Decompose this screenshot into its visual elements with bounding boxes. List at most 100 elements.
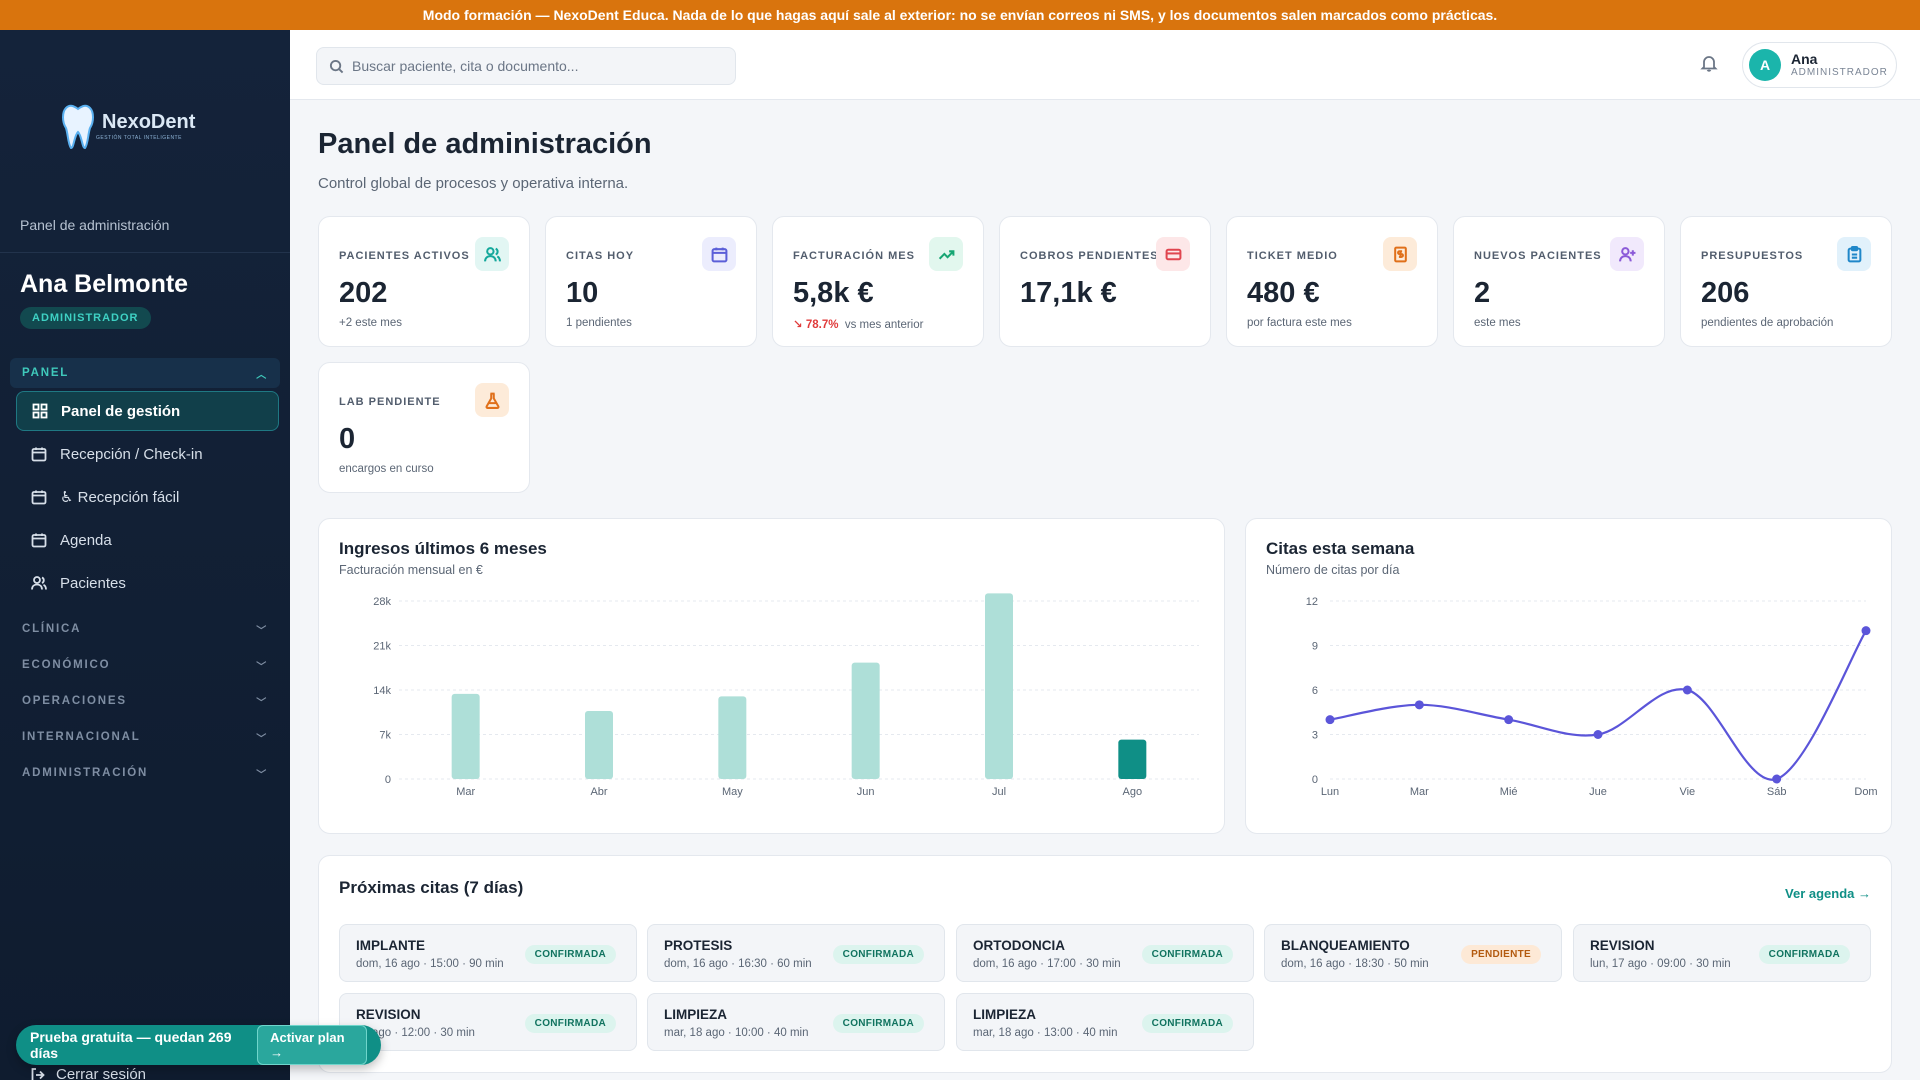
activate-plan-button[interactable]: Activar plan → (257, 1025, 367, 1065)
chevron-up-icon: ︿ (256, 369, 268, 381)
kpi-card-presupuestos[interactable]: PRESUPUESTOS 206 pendientes de aprobació… (1680, 216, 1892, 347)
bell-icon[interactable] (1700, 54, 1722, 76)
bar-jul (985, 593, 1013, 779)
kpi-card-lab-pendiente[interactable]: LAB PENDIENTE 0 encargos en curso (318, 362, 530, 493)
appointment-item[interactable]: LIMPIEZA mar, 18 ago · 13:00 · 40 min CO… (956, 993, 1254, 1051)
appointment-item[interactable]: ORTODONCIA dom, 16 ago · 17:00 · 30 min … (956, 924, 1254, 982)
kpi-card-citas-hoy[interactable]: CITAS HOY 10 1 pendientes (545, 216, 757, 347)
user-name: Ana (1791, 50, 1818, 67)
chart-title: Citas esta semana (1266, 539, 1415, 558)
appointment-item[interactable]: IMPLANTE dom, 16 ago · 15:00 · 90 min CO… (339, 924, 637, 982)
point-6 (1861, 626, 1871, 636)
sidebar-item-recepcion-checkin[interactable]: Recepción / Check-in (16, 434, 279, 474)
bar-abr (585, 710, 613, 779)
kpi-note: por factura este mes (1247, 317, 1352, 329)
x-tick-label: Mar (1410, 786, 1429, 798)
x-tick-label: May (722, 786, 743, 798)
appointment-meta: dom, 16 ago · 15:00 · 90 min (356, 958, 504, 970)
appointment-meta: lun, 17 ago · 09:00 · 30 min (1590, 958, 1731, 970)
section-economico-label: ECONÓMICO (22, 659, 111, 671)
appointment-item[interactable]: REVISION lun, 17 ago · 09:00 · 30 min CO… (1573, 924, 1871, 982)
chevron-down-icon: ﹀ (256, 733, 268, 745)
sidebar-role-badge: ADMINISTRADOR (20, 307, 151, 329)
status-badge: CONFIRMADA (1141, 1014, 1233, 1033)
appointment-meta: 17 ago · 12:00 · 30 min (356, 1027, 475, 1039)
point-0 (1325, 715, 1335, 725)
section-administracion[interactable]: ADMINISTRACIÓN ﹀ (10, 758, 280, 788)
appointments-title: Próximas citas (7 días) (339, 878, 524, 897)
y-tick-label: 0 (385, 774, 391, 786)
y-tick-label: 28k (373, 596, 391, 608)
page-title: Panel de administración (318, 128, 652, 160)
brand-logo[interactable]: NexoDent GESTIÓN TOTAL INTELIGENTE (60, 100, 200, 152)
chevron-down-icon: ﹀ (256, 697, 268, 709)
section-operaciones[interactable]: OPERACIONES ﹀ (10, 686, 280, 716)
chevron-down-icon: ﹀ (256, 625, 268, 637)
y-tick-label: 21k (373, 641, 391, 653)
kpi-card-pacientes-activos[interactable]: PACIENTES ACTIVOS 202 +2 este mes (318, 216, 530, 347)
receipt-icon (1383, 237, 1417, 271)
appointment-title: REVISION (1590, 938, 1655, 953)
section-administracion-label: ADMINISTRACIÓN (22, 767, 149, 779)
appointment-item[interactable]: BLANQUEAMIENTO dom, 16 ago · 18:30 · 50 … (1264, 924, 1562, 982)
sidebar-item-agenda[interactable]: Agenda (16, 520, 279, 560)
y-tick-label: 6 (1312, 685, 1318, 697)
kpi-card-nuevos-pacientes[interactable]: NUEVOS PACIENTES 2 este mes (1453, 216, 1665, 347)
appointment-item[interactable]: REVISION 17 ago · 12:00 · 30 min CONFIRM… (339, 993, 637, 1051)
appointment-title: LIMPIEZA (664, 1007, 727, 1022)
view-agenda-link[interactable]: Ver agenda → (1785, 886, 1871, 901)
appointments-line-chart: 0 3 6 9 12 Lun Mar Mié Jue Vie Sáb Dom (1306, 596, 1878, 798)
kpi-label: PRESUPUESTOS (1701, 250, 1804, 262)
kpi-note: encargos en curso (339, 463, 434, 475)
flask-icon (475, 383, 509, 417)
topbar: Buscar paciente, cita o documento... A A… (290, 30, 1920, 100)
appointment-meta: dom, 16 ago · 16:30 · 60 min (664, 958, 812, 970)
training-mode-banner: Modo formación — NexoDent Educa. Nada de… (0, 0, 1920, 30)
appointment-title: REVISION (356, 1007, 421, 1022)
calendar-icon (30, 488, 48, 506)
kpi-label: FACTURACIÓN MES (793, 250, 915, 262)
sidebar-user-name: Ana Belmonte (20, 270, 189, 298)
sidebar: NexoDent GESTIÓN TOTAL INTELIGENTE Panel… (0, 30, 290, 1080)
sidebar-item-label: ♿ Recepción fácil (60, 489, 180, 506)
search-input[interactable]: Buscar paciente, cita o documento... (316, 47, 736, 85)
section-economico[interactable]: ECONÓMICO ﹀ (10, 650, 280, 680)
trend-down-value: ↘ 78.7% (793, 319, 839, 331)
kpi-card-cobros-pendientes[interactable]: COBROS PENDIENTES 17,1k € (999, 216, 1211, 347)
appointment-item[interactable]: LIMPIEZA mar, 18 ago · 10:00 · 40 min CO… (647, 993, 945, 1051)
user-menu[interactable]: A Ana ADMINISTRADOR (1742, 42, 1897, 88)
appointment-meta: dom, 16 ago · 17:00 · 30 min (973, 958, 1121, 970)
sidebar-item-pacientes[interactable]: Pacientes (16, 563, 279, 603)
section-internacional[interactable]: INTERNACIONAL ﹀ (10, 722, 280, 752)
logout-button[interactable]: Cerrar sesión (30, 1066, 146, 1080)
point-4 (1682, 685, 1692, 695)
user-role: ADMINISTRADOR (1791, 67, 1888, 79)
card-icon (1156, 237, 1190, 271)
chart-subtitle: Facturación mensual en € (339, 563, 483, 577)
sidebar-item-label: Agenda (60, 531, 112, 549)
x-tick-label: Sáb (1767, 786, 1787, 798)
appointments-chart-card: Citas esta semana Número de citas por dí… (1245, 518, 1892, 834)
y-tick-label: 7k (379, 730, 391, 742)
revenue-chart-card: Ingresos últimos 6 meses Facturación men… (318, 518, 1225, 834)
section-clinica[interactable]: CLÍNICA ﹀ (10, 614, 280, 644)
kpi-value: 5,8k € (793, 277, 874, 309)
x-tick-label: Jue (1589, 786, 1607, 798)
sidebar-item-recepcion-facil[interactable]: ♿ Recepción fácil (16, 477, 279, 517)
appointment-item[interactable]: PROTESIS dom, 16 ago · 16:30 · 60 min CO… (647, 924, 945, 982)
section-panel[interactable]: PANEL ︿ (10, 358, 280, 388)
tooth-icon (62, 104, 94, 150)
kpi-card-ticket-medio[interactable]: TICKET MEDIO 480 € por factura este mes (1226, 216, 1438, 347)
status-badge: CONFIRMADA (1758, 945, 1850, 964)
point-3 (1593, 730, 1603, 739)
kpi-value: 202 (339, 277, 388, 309)
users-icon (475, 237, 509, 271)
sidebar-item-label: Panel de gestión (61, 402, 181, 420)
sidebar-item-panel-de-gestion[interactable]: Panel de gestión (16, 391, 279, 431)
kpi-label: PACIENTES ACTIVOS (339, 250, 470, 262)
bar-may (718, 696, 747, 779)
y-tick-label: 3 (1312, 730, 1318, 742)
sidebar-item-label: Recepción / Check-in (60, 445, 203, 463)
kpi-card-facturacion-mes[interactable]: FACTURACIÓN MES 5,8k € ↘ 78.7% vs mes an… (772, 216, 984, 347)
x-tick-label: Dom (1854, 786, 1877, 798)
